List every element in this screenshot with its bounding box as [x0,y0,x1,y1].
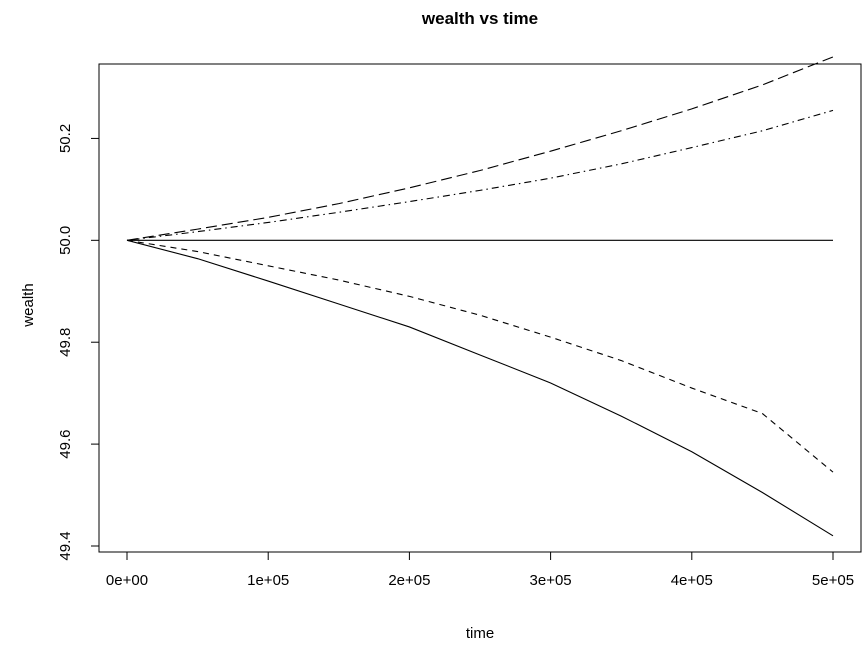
plot-area-frame [98,63,862,553]
y-tick-label: 49.8 [57,328,74,357]
series-line-1 [126,239,834,537]
x-tick-label: 0e+00 [106,572,148,589]
y-tick-label: 49.6 [57,430,74,459]
x-tick-label: 4e+05 [671,572,713,589]
x-tick-label: 1e+05 [247,572,289,589]
chart-title: wealth vs time [421,9,538,28]
x-axis: 0e+00 1e+05 2e+05 3e+05 4e+05 5e+05 [106,551,854,589]
series-line-2 [126,239,834,473]
x-axis-label: time [466,625,494,642]
series-layer [126,56,834,537]
series-line-5 [126,56,834,241]
y-tick-label: 50.0 [57,226,74,255]
y-axis: 49.4 49.6 49.8 50.0 50.2 [57,124,100,561]
y-axis-label: wealth [20,283,37,327]
x-tick-label: 5e+05 [812,572,854,589]
y-tick-label: 49.4 [57,531,74,560]
series-line-4 [126,109,834,241]
x-tick-label: 3e+05 [530,572,572,589]
y-tick-label: 50.2 [57,124,74,153]
x-tick-label: 2e+05 [388,572,430,589]
